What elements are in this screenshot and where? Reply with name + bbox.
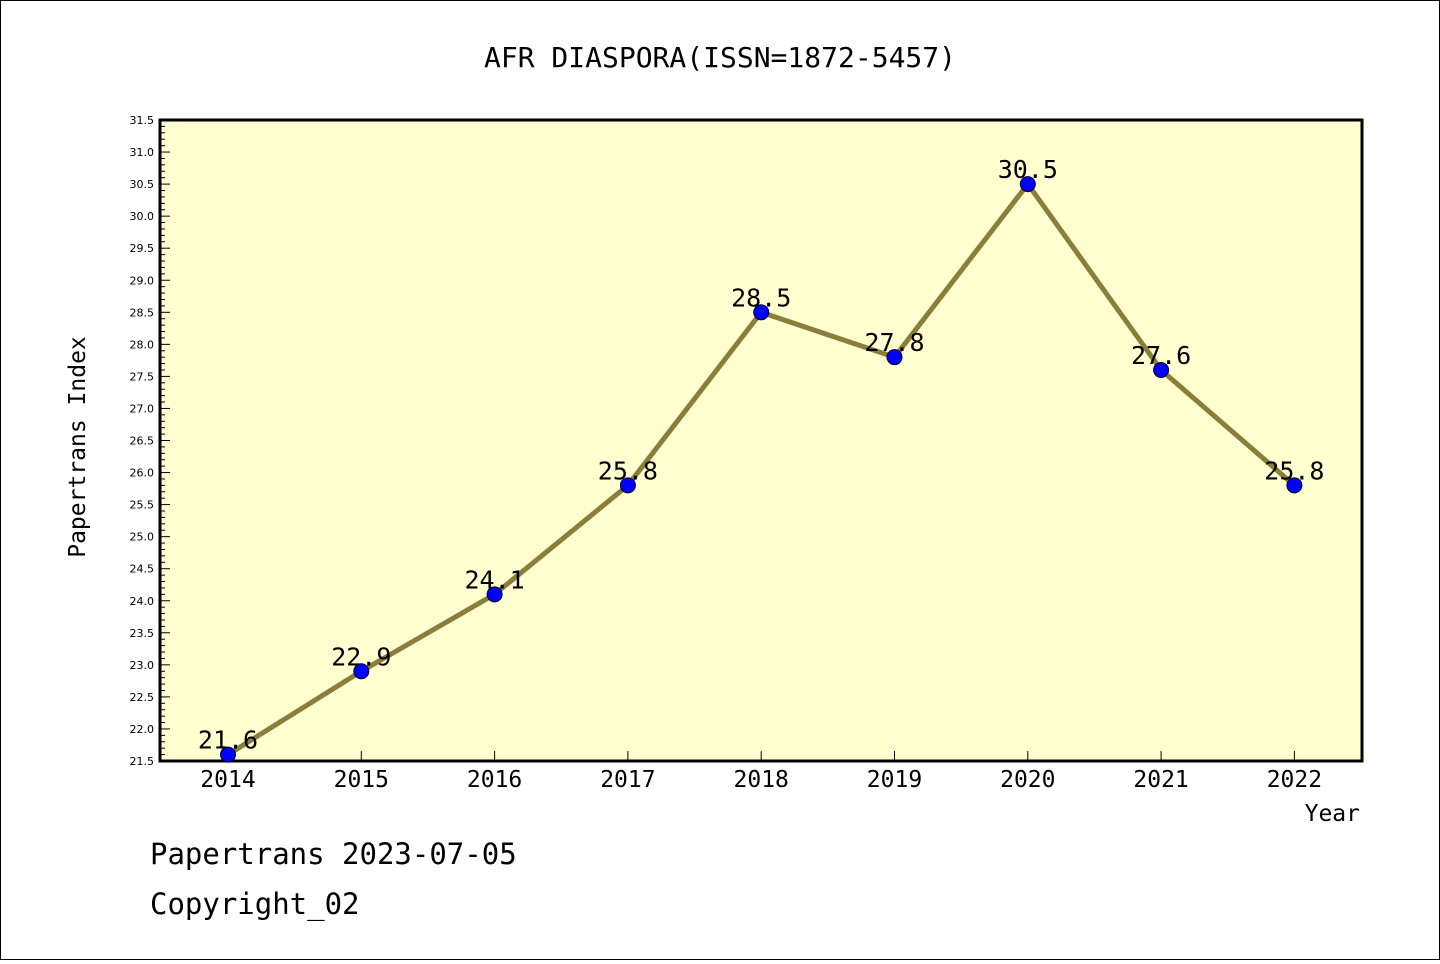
y-tick-label: 24.5	[130, 563, 155, 576]
x-tick-label: 2014	[200, 767, 255, 793]
x-tick-label: 2015	[334, 767, 389, 793]
y-tick-label: 29.0	[130, 274, 155, 287]
data-point-labels: 21.6 22.9 24.1 25.8 28.5 27.8 30.5 27.6 25.8	[198, 155, 1325, 754]
x-tick-label: 2019	[867, 767, 922, 793]
x-tick-label: 2017	[600, 767, 655, 793]
data-point-marker	[353, 663, 370, 680]
x-tick-label: 2022	[1267, 767, 1322, 793]
data-point-marker	[1019, 176, 1036, 193]
data-point-marker	[486, 586, 503, 603]
data-point-label: 27.8	[864, 328, 924, 357]
data-point-label: 22.9	[331, 642, 391, 671]
data-point-label: 25.8	[1264, 456, 1324, 485]
y-tick-label: 22.5	[130, 691, 155, 704]
x-axis-title: Year	[1305, 801, 1360, 827]
x-tick-label: 2020	[1000, 767, 1055, 793]
x-tick-label: 2021	[1133, 767, 1188, 793]
data-point-marker	[886, 349, 903, 366]
y-tick-label: 25.5	[130, 499, 155, 512]
y-tick-label: 31.0	[130, 146, 155, 159]
y-tick-label: 28.0	[130, 338, 155, 351]
data-point-label: 27.6	[1131, 341, 1191, 370]
footer-date-text: Papertrans 2023-07-05	[150, 837, 517, 871]
footer-copyright-text: Copyright_02	[150, 887, 360, 922]
data-point-markers	[220, 176, 1303, 763]
y-tick-label: 23.5	[130, 627, 155, 640]
data-point-marker	[619, 477, 636, 494]
data-point-label: 21.6	[198, 726, 258, 755]
y-tick-label: 28.5	[130, 306, 155, 319]
y-tick-label: 23.0	[130, 659, 155, 672]
data-point-label: 25.8	[598, 456, 658, 485]
data-point-marker	[1286, 477, 1303, 494]
data-point-marker	[753, 304, 770, 321]
y-tick-label: 26.0	[130, 467, 155, 480]
y-tick-label: 29.5	[130, 242, 155, 255]
data-point-label: 30.5	[998, 155, 1058, 184]
plot-area	[158, 118, 1364, 763]
y-tick-label: 27.0	[130, 402, 155, 415]
y-tick-label: 22.0	[130, 723, 155, 736]
data-point-label: 28.5	[731, 283, 791, 312]
y-tick-label: 30.0	[130, 210, 155, 223]
y-tick-label: 26.5	[130, 435, 155, 448]
y-axis-title: Papertrans Index	[65, 336, 91, 558]
data-point-marker	[220, 746, 236, 763]
y-tick-label: 25.0	[130, 531, 155, 544]
y-tick-label: 27.5	[130, 370, 155, 383]
x-axis-ticks: 2014 2015 2016 2017 2018 2019 2020 2021 2022	[200, 751, 1322, 793]
y-tick-label: 21.5	[130, 755, 155, 768]
data-point-marker	[1153, 361, 1170, 378]
chart-title: AFR DIASPORA(ISSN=1872-5457)	[484, 41, 956, 74]
y-tick-label: 24.0	[130, 595, 155, 608]
data-point-label: 24.1	[464, 565, 524, 594]
y-axis-ticks: 21.5 22.0 22.5 23.0 23.5 24.0 24.5 25.0 25.5 26.0…	[130, 114, 170, 768]
x-tick-label: 2018	[734, 767, 789, 793]
x-tick-label: 2016	[467, 767, 522, 793]
y-tick-label: 31.5	[130, 114, 155, 127]
y-tick-label: 30.5	[130, 178, 155, 191]
